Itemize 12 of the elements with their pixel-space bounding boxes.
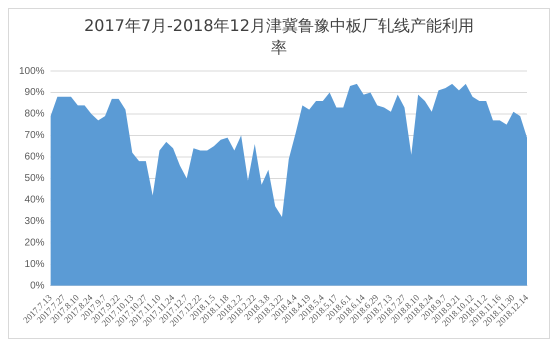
- y-tick-label: 50%: [24, 173, 45, 184]
- y-tick-label: 20%: [24, 238, 45, 249]
- y-tick-label: 70%: [24, 130, 45, 142]
- y-tick-label: 40%: [24, 194, 45, 206]
- chart-title: 2017年7月-2018年12月津冀鲁豫中板厂轧线产能利用率: [83, 15, 475, 59]
- y-tick-label: 80%: [24, 108, 45, 120]
- y-tick-label: 0%: [30, 280, 45, 292]
- y-tick-label: 10%: [24, 259, 45, 270]
- y-tick-label: 100%: [19, 66, 45, 77]
- y-tick-label: 60%: [24, 152, 45, 163]
- y-tick-label: 30%: [24, 216, 45, 228]
- y-tick-label: 90%: [24, 87, 45, 98]
